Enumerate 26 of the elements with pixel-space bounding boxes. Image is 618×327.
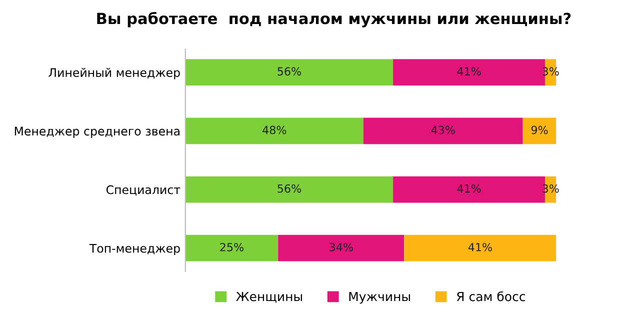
bar [522, 118, 556, 144]
data-label: 9% [531, 126, 548, 134]
y-tick-label: Специалист [106, 185, 180, 196]
bar [185, 234, 278, 262]
legend-label: Я сам босс [456, 291, 525, 302]
data-label: 41% [468, 242, 492, 252]
data-label: 43% [431, 126, 455, 134]
y-tick-label: Топ-менеджер [89, 244, 180, 256]
bar [185, 176, 394, 203]
y-tick-label: Менеджер среднего звена [14, 126, 180, 138]
data-label: 41% [457, 184, 481, 193]
data-label: 25% [220, 242, 244, 252]
legend-label: Мужчины [349, 292, 410, 304]
bar [185, 59, 394, 86]
data-label: 34% [330, 242, 353, 252]
data-label: 41% [457, 67, 481, 76]
chart-title: Вы работаете под началом мужчины или женщины? [97, 12, 571, 28]
legend-label: Женщины [236, 292, 302, 303]
data-label: 56% [278, 67, 301, 76]
data-label: 56% [278, 184, 301, 193]
bar [404, 234, 556, 262]
bar [185, 118, 364, 144]
y-tick-label: Линейный менеджер [48, 68, 180, 80]
bar [363, 118, 523, 144]
bar [278, 234, 404, 262]
data-label: 48% [262, 126, 286, 134]
